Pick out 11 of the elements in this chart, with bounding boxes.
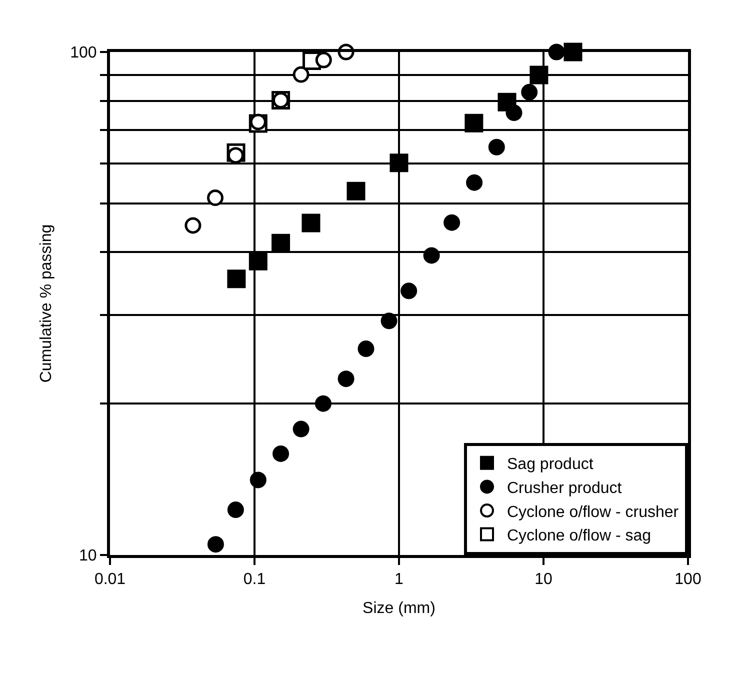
legend-label: Cyclone o/flow - crusher [507,504,680,521]
x-tick-label: 0.1 [243,571,266,588]
x-tick-label: 0.01 [94,571,126,588]
x-axis-title: Size (mm) [362,600,436,617]
legend-label: Sag product [507,456,594,474]
x-tick-label: 1 [394,571,404,588]
x-tick-label: 10 [534,571,552,588]
legend-label: Crusher product [507,480,622,497]
y-axis-title: Cumulative % passing [38,224,55,383]
legend-label: Cyclone o/flow - sag [507,528,652,545]
x-tick-label: 100 [674,571,702,588]
